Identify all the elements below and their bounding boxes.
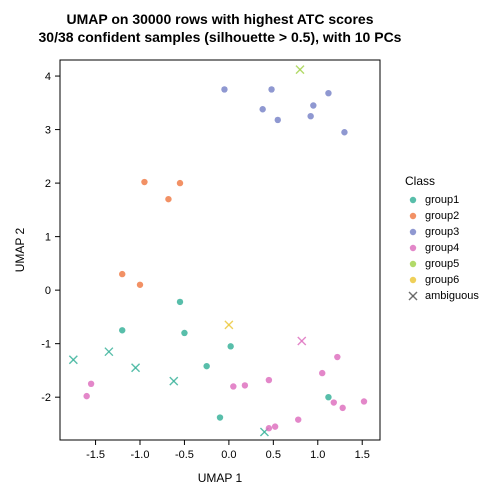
- data-point: [177, 299, 183, 305]
- data-point: [325, 90, 331, 96]
- data-point: [410, 245, 416, 251]
- y-tick-label: 0: [45, 285, 51, 297]
- data-point: [325, 394, 331, 400]
- data-point: [177, 180, 183, 186]
- legend-item-label: group1: [425, 194, 459, 206]
- data-point: [221, 86, 227, 92]
- y-axis-label: UMAP 2: [13, 227, 27, 272]
- chart-title-line1: UMAP on 30000 rows with highest ATC scor…: [66, 11, 373, 27]
- x-tick-label: -0.5: [175, 449, 194, 461]
- data-point: [165, 196, 171, 202]
- chart-title-line2: 30/38 confident samples (silhouette > 0.…: [39, 29, 402, 45]
- data-point: [410, 261, 416, 267]
- data-point: [331, 399, 337, 405]
- data-point: [230, 383, 236, 389]
- legend-title: Class: [405, 174, 435, 188]
- data-point: [272, 423, 278, 429]
- umap-scatter-chart: -1.5 -1.0 -0.5 0.0 0.5 1.0 1.5 -2 -1 0 1 2 3 4 UMAP 1 U…: [0, 0, 504, 504]
- data-point: [242, 382, 248, 388]
- y-tick-label: -1: [41, 339, 51, 351]
- data-point: [141, 179, 147, 185]
- data-point: [181, 330, 187, 336]
- x-axis-label: UMAP 1: [198, 471, 243, 485]
- data-point: [217, 414, 223, 420]
- data-point: [310, 102, 316, 108]
- data-point: [410, 197, 416, 203]
- data-point: [295, 416, 301, 422]
- y-tick-label: 3: [45, 125, 51, 137]
- data-point: [410, 277, 416, 283]
- x-tick-label: -1.5: [86, 449, 105, 461]
- data-point: [266, 377, 272, 383]
- data-point: [341, 129, 347, 135]
- legend-item-label: ambiguous: [425, 290, 479, 302]
- data-point: [227, 343, 233, 349]
- x-tick-label: 1.0: [310, 449, 325, 461]
- data-point: [410, 229, 416, 235]
- legend-item-label: group5: [425, 258, 459, 270]
- y-tick-label: 4: [45, 71, 51, 83]
- data-point: [275, 117, 281, 123]
- data-point: [339, 405, 345, 411]
- data-point: [307, 113, 313, 119]
- y-tick-label: -2: [41, 392, 51, 404]
- data-point: [266, 425, 272, 431]
- legend-item-label: group2: [425, 210, 459, 222]
- data-point: [119, 327, 125, 333]
- data-point: [268, 86, 274, 92]
- data-point: [88, 381, 94, 387]
- data-point: [259, 106, 265, 112]
- data-point: [83, 393, 89, 399]
- x-tick-label: -1.0: [131, 449, 150, 461]
- data-point: [137, 282, 143, 288]
- data-point: [119, 271, 125, 277]
- data-point: [361, 398, 367, 404]
- x-tick-label: 1.5: [355, 449, 370, 461]
- data-point: [410, 213, 416, 219]
- data-point: [203, 363, 209, 369]
- y-tick-label: 1: [45, 232, 51, 244]
- legend-item-label: group6: [425, 274, 459, 286]
- y-tick-label: 2: [45, 178, 51, 190]
- x-tick-label: 0.0: [221, 449, 236, 461]
- x-tick-label: 0.5: [266, 449, 281, 461]
- legend-item-label: group3: [425, 226, 459, 238]
- legend-item-label: group4: [425, 242, 459, 254]
- data-point: [319, 370, 325, 376]
- data-point: [334, 354, 340, 360]
